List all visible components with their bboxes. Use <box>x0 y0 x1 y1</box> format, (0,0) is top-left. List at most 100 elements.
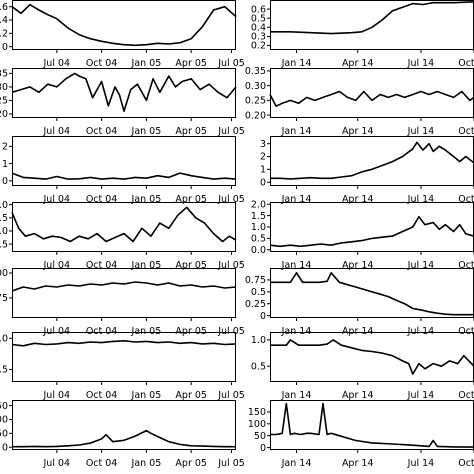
x-tick-label: Apr 14 <box>342 58 374 69</box>
x-tick-label: Jul 14 <box>407 126 435 137</box>
y-tick-label: 0.25 <box>245 299 266 310</box>
y-tick-label: 0 <box>260 311 266 322</box>
y-tick-label: 2.0 <box>251 199 266 210</box>
x-tick-label: Oct 04 <box>86 326 118 337</box>
y-tick-label: 0.75 <box>0 293 8 304</box>
series-line-1 <box>270 402 474 448</box>
y-tick-label: 35 <box>0 69 8 80</box>
y-tick-label: 0.5 <box>251 13 266 24</box>
x-tick-label: Apr 05 <box>175 260 207 271</box>
x-tick-label: Apr 05 <box>175 58 207 69</box>
plot-frame <box>12 202 236 252</box>
x-tick-label: Jul 14 <box>407 194 435 205</box>
y-tick-label: 25 <box>0 96 8 107</box>
subplot-9: 0.75 1.00 Jul 04 Oct 04 Jan 05 Apr 05 Jul 05 <box>0 268 245 337</box>
x-tick-label: Jan 05 <box>131 194 162 205</box>
x-tick-label: Oct 14 <box>458 260 474 271</box>
series-line-1 <box>12 429 236 448</box>
x-tick-label: Jul 14 <box>407 458 435 469</box>
y-tick-label: 1.5 <box>0 213 8 224</box>
y-tick-label: 150 <box>0 401 8 412</box>
plot-frame <box>12 400 236 450</box>
x-tick-label: Oct 14 <box>458 194 474 205</box>
y-tick-label: 0 <box>2 176 8 187</box>
x-tick-label: Jul 05 <box>217 326 245 337</box>
x-tick-label: Jul 04 <box>43 58 71 69</box>
plot-frame <box>270 332 474 382</box>
y-tick-label: 1.00 <box>0 268 8 279</box>
y-tick-label: 0.5 <box>0 239 8 250</box>
x-tick-label: Jan 14 <box>281 194 312 205</box>
x-tick-label: Jan 05 <box>131 326 162 337</box>
x-tick-label: Jan 14 <box>281 458 312 469</box>
x-tick-label: Jul 05 <box>217 458 245 469</box>
x-tick-label: Apr 14 <box>342 260 374 271</box>
y-tick-label: 0 <box>2 442 8 453</box>
subplot-5: 0 1 2 Jul 04 Oct 04 Jan 05 Apr 05 Jul 05 <box>2 136 245 205</box>
y-tick-label: 1.5 <box>251 211 266 222</box>
plot-frame <box>270 0 474 50</box>
y-tick-label: 0 <box>260 443 266 454</box>
subplot-13: 0 50 100 150 Jul 04 Oct 04 Jan 05 Apr 05 Jul 05 <box>0 400 245 469</box>
y-tick-label: 0.5 <box>251 234 266 245</box>
subplot-12: 0.5 1.0 Jan 14 Apr 14 Jul 14 Oct 14 <box>251 332 474 401</box>
plot-frame <box>12 68 236 118</box>
y-tick-label: 50 <box>254 431 266 442</box>
y-tick-label: 2 <box>260 152 266 163</box>
x-tick-label: Oct 04 <box>86 194 118 205</box>
y-tick-label: 0.2 <box>251 41 266 52</box>
x-tick-label: Jan 05 <box>131 126 162 137</box>
y-tick-label: 150 <box>248 407 266 418</box>
y-tick-label: 1.0 <box>0 226 8 237</box>
y-tick-label: 0.4 <box>0 15 8 26</box>
x-tick-label: Jul 05 <box>217 260 245 271</box>
y-tick-label: 0.3 <box>251 32 266 43</box>
x-tick-label: Oct 04 <box>86 458 118 469</box>
subplot-6: 01 2 3 Jan 14 Apr 14 Jul 14 Oct 14 <box>260 136 474 205</box>
y-tick-label: 30 <box>0 82 8 93</box>
x-tick-label: Oct 14 <box>458 458 474 469</box>
x-tick-label: Oct 04 <box>86 260 118 271</box>
x-tick-label: Apr 14 <box>342 326 374 337</box>
x-tick-label: Jul 14 <box>407 260 435 271</box>
x-tick-label: Jul 04 <box>43 390 71 401</box>
x-tick-label: Jul 14 <box>407 326 435 337</box>
subplot-3: 20 25 30 35 Jul 04 Oct 04 Jan 05 Apr 05 Jul 05 <box>0 68 245 137</box>
series-line-1 <box>270 339 474 375</box>
y-tick-label: 2 <box>2 142 8 153</box>
x-tick-label: Jul 04 <box>43 458 71 469</box>
plot-frame <box>270 268 474 318</box>
y-tick-label: 0.0 <box>251 245 266 256</box>
y-tick-label: 1.0 <box>251 222 266 233</box>
series-line-1 <box>270 1 474 35</box>
y-tick-label: 0 <box>2 42 8 53</box>
x-tick-label: Oct 14 <box>458 58 474 69</box>
plot-frame <box>12 332 236 382</box>
y-tick-label: 1 <box>260 165 266 176</box>
y-tick-label: 0 <box>260 177 266 188</box>
x-tick-label: Oct 04 <box>86 126 118 137</box>
y-tick-label: 20 <box>0 109 8 120</box>
subplot-11: 0.5 1.0 Jul 04 Oct 04 Jan 05 Apr 05 Jul 05 <box>0 332 245 401</box>
y-tick-label: 0.20 <box>245 110 266 121</box>
x-tick-label: Oct 14 <box>458 390 474 401</box>
x-tick-label: Jul 04 <box>43 194 71 205</box>
series-line-1 <box>11 3 237 47</box>
y-tick-label: 0.30 <box>245 81 266 92</box>
subplot-2: 0.20.30.40.50.6 Jan 14 Apr 14 Jul 14 Oct 14 <box>251 0 474 69</box>
x-tick-label: Jan 05 <box>131 458 162 469</box>
y-tick-label: 0.4 <box>251 22 266 33</box>
series-line-1 <box>11 206 237 243</box>
y-tick-label: 1.0 <box>0 333 8 344</box>
series-line-1 <box>270 271 474 316</box>
y-tick-label: 0.25 <box>245 96 266 107</box>
x-tick-label: Jul 14 <box>407 390 435 401</box>
y-tick-label: 0.2 <box>0 29 8 40</box>
plot-frame <box>12 268 236 318</box>
y-tick-label: 0.35 <box>245 66 266 77</box>
y-tick-label: 50 <box>0 429 8 440</box>
x-tick-label: Jul 05 <box>217 126 245 137</box>
x-tick-label: Jan 14 <box>281 126 312 137</box>
x-tick-label: Oct 14 <box>458 326 474 337</box>
